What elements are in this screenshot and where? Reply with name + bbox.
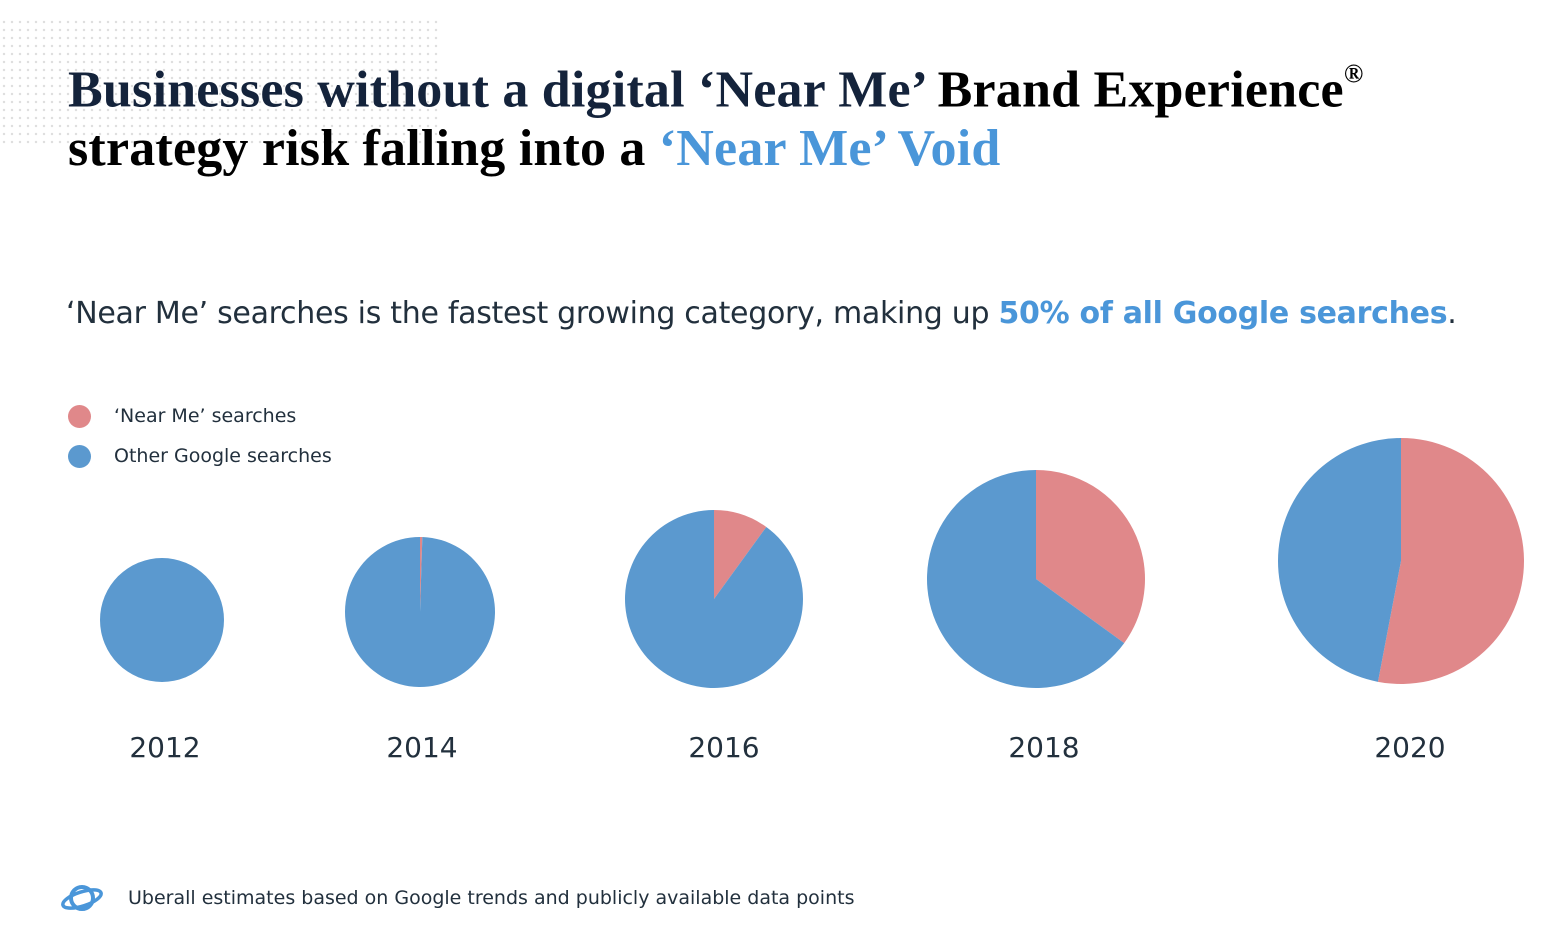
subtitle-accent: 50% of all Google searches bbox=[998, 296, 1448, 331]
pie-slice-near-me-2016 bbox=[714, 510, 767, 599]
legend-label-other: Other Google searches bbox=[114, 445, 332, 467]
chart-legend: ‘Near Me’ searches Other Google searches bbox=[68, 396, 332, 476]
legend-item-near-me: ‘Near Me’ searches bbox=[68, 396, 332, 436]
year-label-2018: 2018 bbox=[1008, 731, 1079, 764]
footer-source: Uberall estimates based on Google trends… bbox=[60, 878, 854, 918]
pie-slice-other-2012 bbox=[100, 558, 224, 682]
pie-slice-near-me-2018 bbox=[1036, 470, 1145, 644]
title-line1-part2: Brand Experience bbox=[924, 61, 1344, 119]
pie-slice-near-me-2014 bbox=[420, 537, 423, 612]
pie-slice-other-2016 bbox=[624, 510, 803, 688]
year-label-2014: 2014 bbox=[386, 731, 457, 764]
year-label-2020: 2020 bbox=[1374, 731, 1445, 764]
pie-slice-other-2020 bbox=[1278, 438, 1401, 682]
chart-subtitle: ‘Near Me’ searches is the fastest growin… bbox=[66, 293, 1457, 335]
footer-text: Uberall estimates based on Google trends… bbox=[128, 887, 855, 909]
year-label-2016: 2016 bbox=[688, 731, 759, 764]
page-title: Businesses without a digital ‘Near Me’ B… bbox=[68, 50, 1488, 178]
title-line2-part1: strategy risk falling into a bbox=[68, 120, 659, 178]
legend-swatch-other bbox=[68, 444, 91, 468]
title-line1-part1: Businesses without a digital ‘Near Me’ bbox=[68, 61, 925, 119]
legend-label-near-me: ‘Near Me’ searches bbox=[114, 405, 297, 427]
pie-slice-near-me-2020 bbox=[1377, 438, 1524, 684]
title-line2-accent: ‘Near Me’ Void bbox=[658, 120, 1001, 178]
pie-slice-other-2014 bbox=[345, 537, 496, 687]
pie-charts: 2012 2014 2016 2018 2020 bbox=[100, 438, 1524, 764]
subtitle-text: ‘Near Me’ searches is the fastest growin… bbox=[66, 296, 999, 331]
year-label-2012: 2012 bbox=[129, 731, 200, 764]
registered-mark: ® bbox=[1343, 59, 1364, 88]
subtitle-tail: . bbox=[1447, 296, 1457, 331]
legend-swatch-near-me bbox=[68, 404, 91, 428]
planet-icon bbox=[61, 885, 103, 911]
pie-slice-other-2018 bbox=[927, 470, 1125, 688]
legend-item-other: Other Google searches bbox=[68, 436, 332, 476]
decorative-dot-pattern bbox=[0, 18, 440, 148]
